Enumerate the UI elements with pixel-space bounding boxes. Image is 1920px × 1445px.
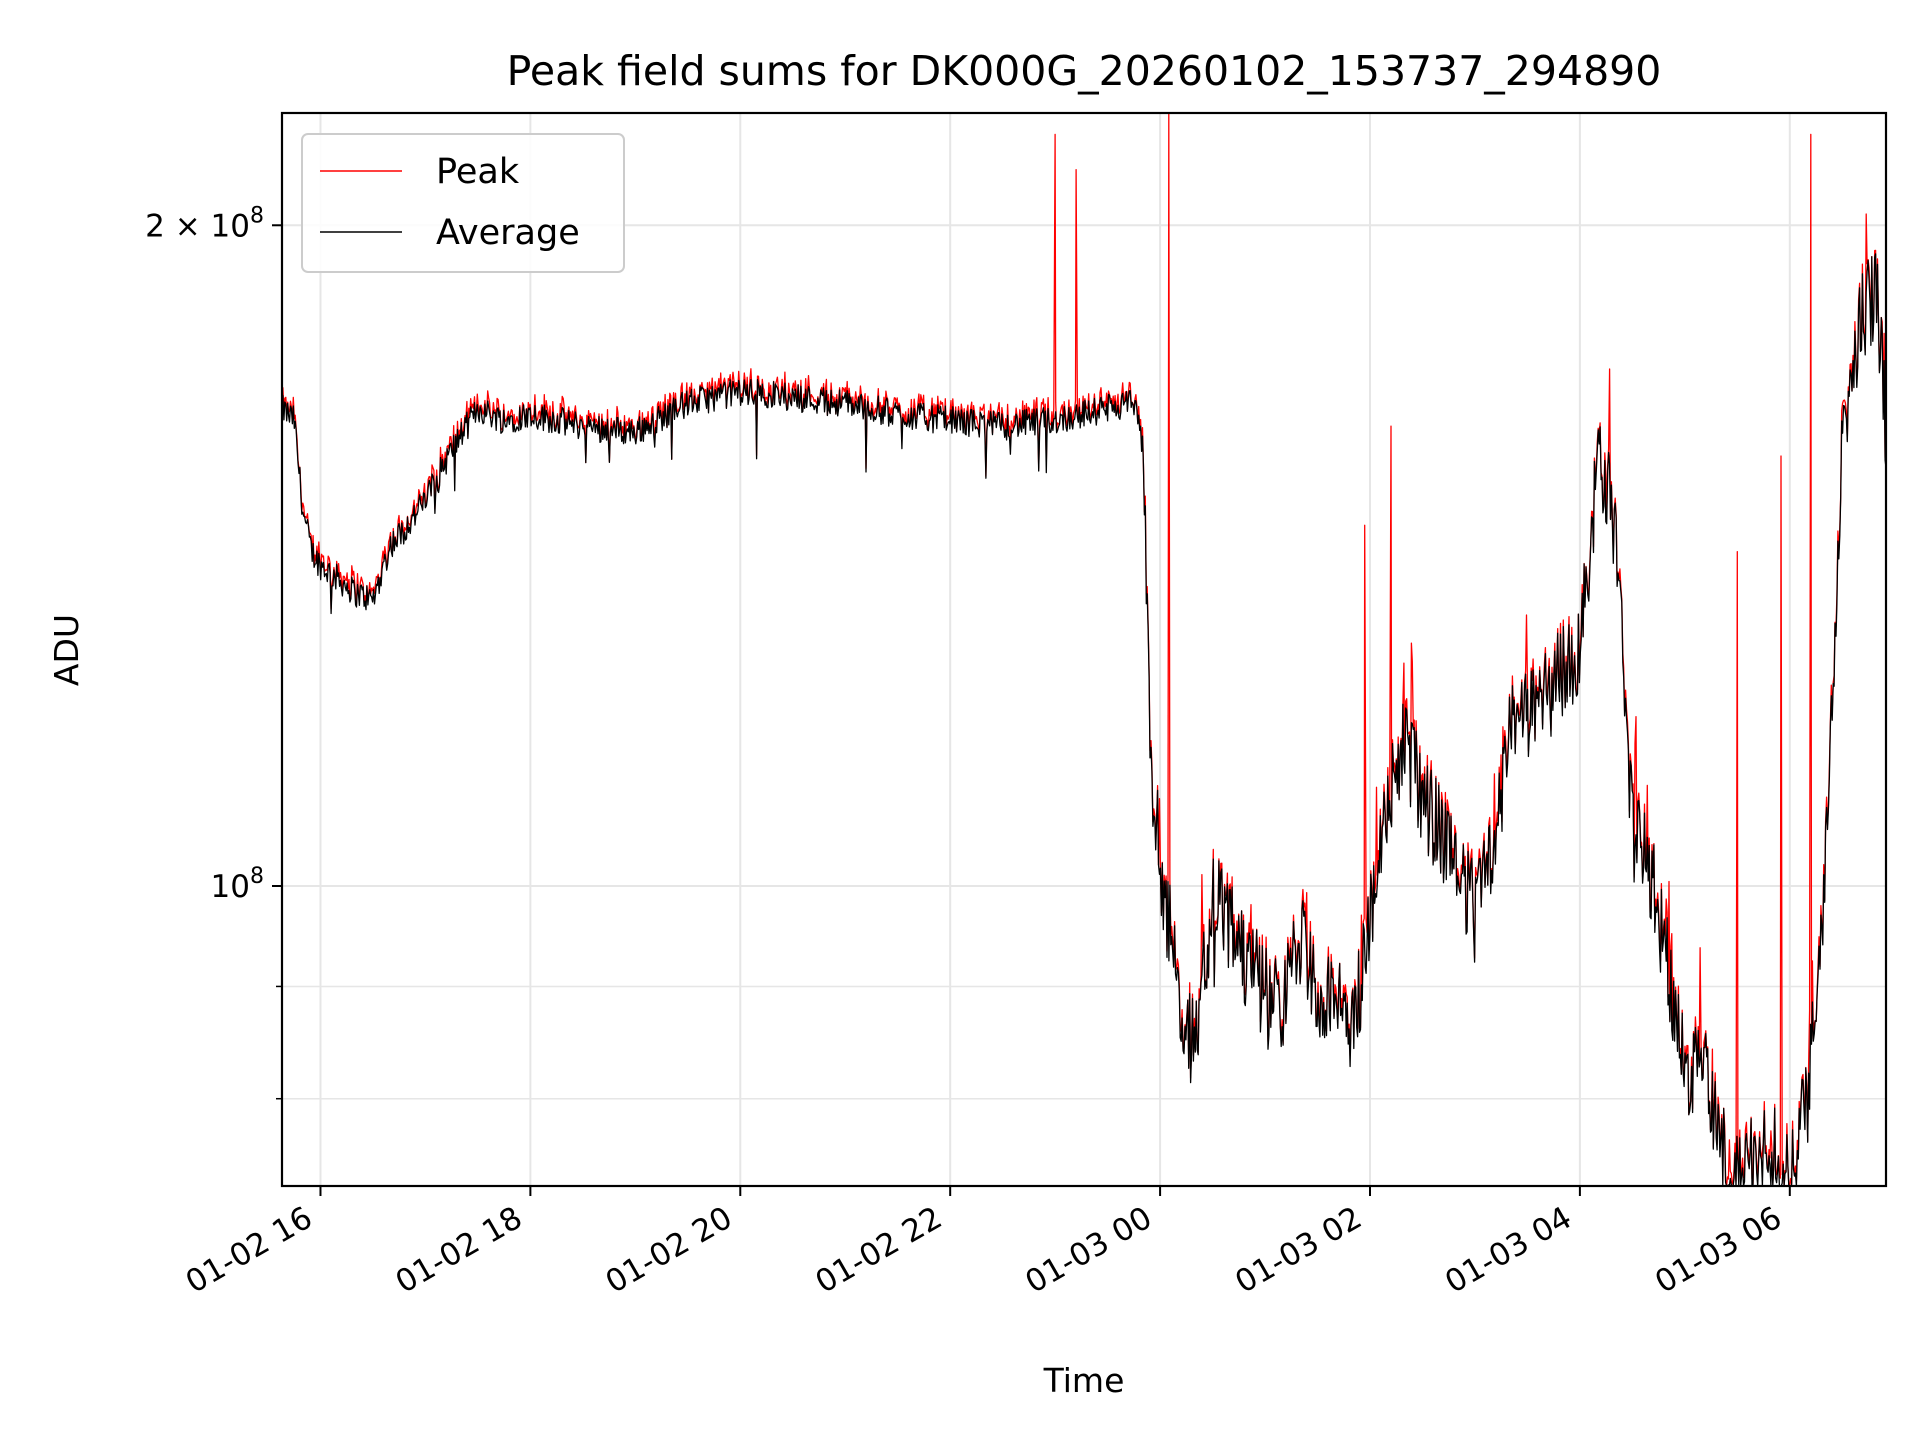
legend: Peak Average [301, 133, 625, 273]
average-series-line [281, 253, 1887, 1187]
chart-title: Peak field sums for DK000G_20260102_1537… [507, 47, 1662, 95]
y-tick-label-exponent: 8 [250, 864, 264, 889]
legend-label-average: Average [436, 213, 580, 253]
y-tick-label-base: 2 × 10 [145, 208, 250, 244]
y-tick-label: 2 × 108 [145, 203, 264, 244]
series-layer [281, 112, 1887, 1187]
x-axis-title: Time [1043, 1361, 1125, 1400]
y-tick-label-exponent: 8 [250, 203, 264, 228]
y-axis-title: ADU [47, 614, 86, 686]
legend-box [301, 133, 625, 273]
plot-frame [280, 111, 1888, 1188]
grid-lines [282, 113, 1886, 1186]
y-tick-label-base: 10 [211, 869, 250, 905]
y-tick-label: 108 [211, 864, 264, 905]
legend-label-peak: Peak [436, 152, 520, 192]
